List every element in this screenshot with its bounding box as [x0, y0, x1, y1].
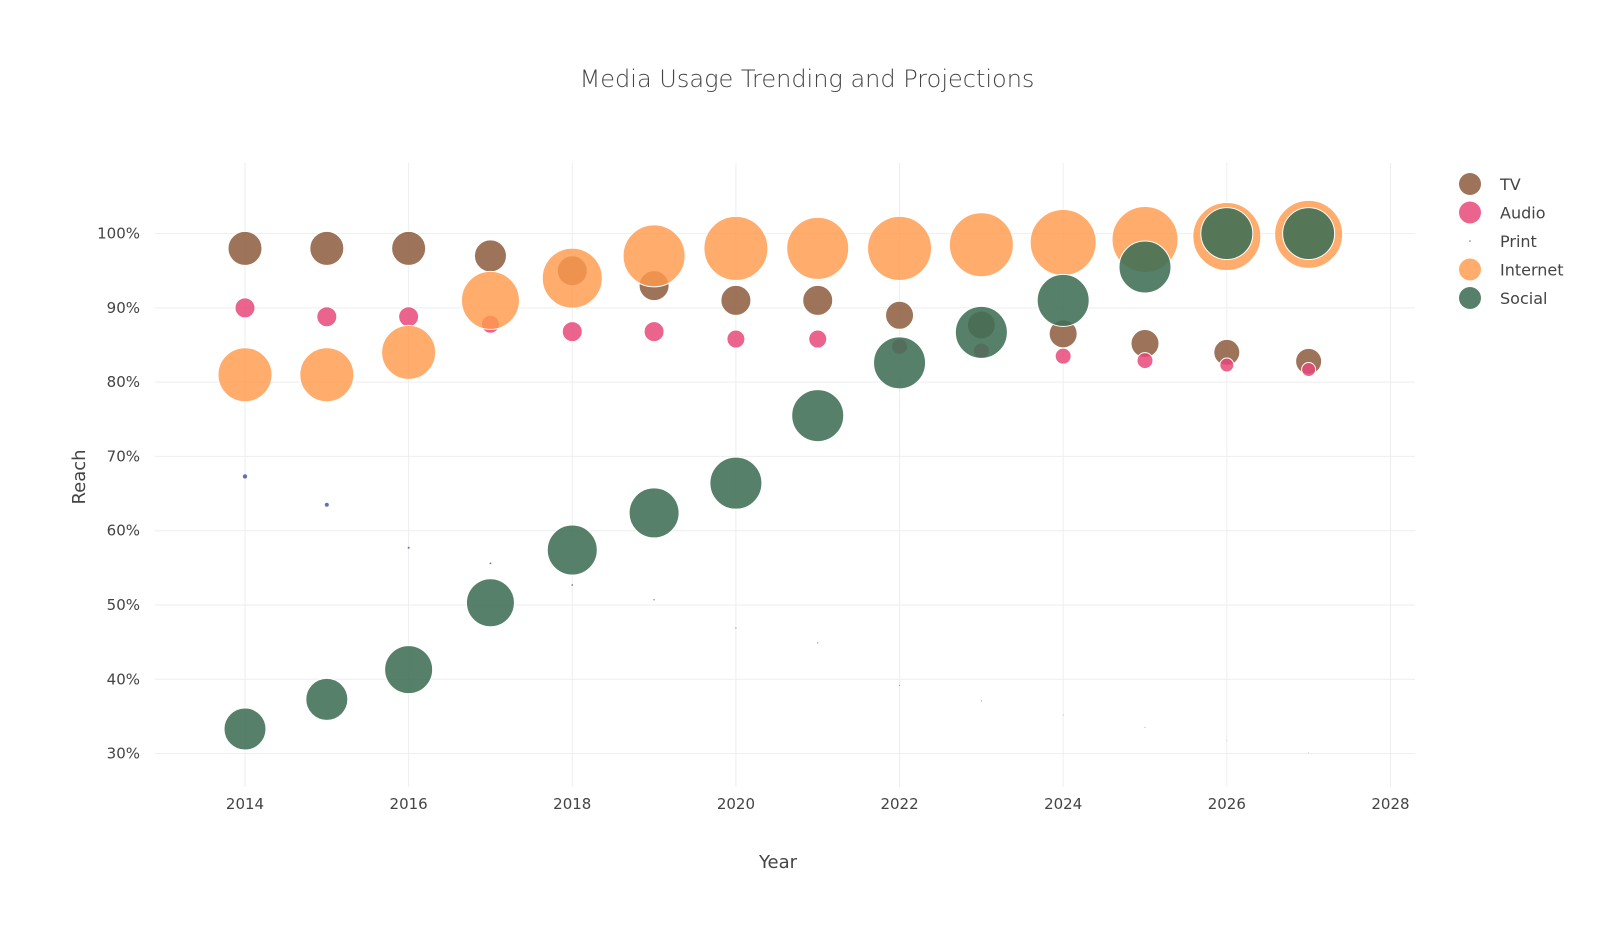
y-tick-label: 30% [107, 745, 140, 763]
legend-item-tv[interactable]: TV [1459, 173, 1521, 195]
legend-item-audio[interactable]: Audio [1459, 201, 1545, 224]
bubble-internet[interactable] [703, 215, 769, 281]
bubble-tv[interactable] [391, 230, 427, 266]
bubble-print[interactable] [324, 502, 329, 507]
bubble-print[interactable] [899, 684, 901, 686]
bubble-social[interactable] [791, 389, 845, 443]
x-tick-label: 2014 [226, 795, 264, 813]
x-tick-label: 2028 [1371, 795, 1409, 813]
bubble-audio[interactable] [726, 329, 746, 349]
bubble-tv[interactable] [473, 239, 507, 273]
bubble-social[interactable] [546, 524, 598, 576]
bubble-internet[interactable] [622, 224, 686, 288]
bubble-social[interactable] [1036, 273, 1090, 327]
bubble-social[interactable] [709, 456, 763, 510]
x-tick-label: 2018 [553, 795, 591, 813]
bubble-social[interactable] [873, 336, 927, 390]
bubble-audio[interactable] [1301, 362, 1317, 378]
legend: TV Audio Print Internet Social [1459, 173, 1564, 309]
bubble-internet[interactable] [1029, 208, 1097, 276]
bubble-social[interactable] [628, 487, 680, 539]
bubble-social[interactable] [305, 677, 349, 721]
bubble-print[interactable] [571, 584, 574, 586]
bubble-internet[interactable] [948, 212, 1014, 278]
bubble-internet[interactable] [460, 270, 520, 330]
chart-title: Media Usage Trending and Projections [580, 65, 1035, 93]
bubble-print[interactable] [653, 599, 655, 601]
bubble-tv[interactable] [720, 284, 752, 316]
legend-item-social[interactable]: Social [1459, 287, 1547, 309]
y-tick-label: 70% [107, 447, 140, 465]
legend-label: Print [1500, 232, 1537, 251]
bubble-tv[interactable] [885, 300, 915, 330]
bubble-tv[interactable] [309, 230, 345, 266]
legend-item-internet[interactable]: Internet [1459, 258, 1564, 281]
bubble-internet[interactable] [541, 247, 603, 309]
bubble-print[interactable] [407, 546, 410, 549]
bubble-print[interactable] [980, 700, 982, 702]
bubble-social[interactable] [1118, 240, 1172, 294]
y-axis-title: Reach [69, 449, 90, 504]
bubble-tv[interactable] [802, 284, 834, 316]
x-tick-label: 2020 [717, 795, 755, 813]
bubble-print[interactable] [735, 627, 737, 629]
bubble-internet[interactable] [299, 347, 355, 403]
bubble-print[interactable] [1144, 727, 1146, 728]
bubble-social[interactable] [954, 305, 1008, 359]
legend-item-print[interactable]: Print [1469, 232, 1537, 251]
bubble-print[interactable] [489, 562, 492, 565]
x-axis-ticks: 2014 2016 2018 2020 2022 2024 2026 2028 [226, 795, 1410, 813]
legend-marker [1459, 258, 1481, 281]
y-tick-label: 100% [97, 225, 140, 243]
x-tick-label: 2024 [1044, 795, 1082, 813]
legend-marker [1459, 287, 1481, 309]
x-tick-label: 2022 [880, 795, 918, 813]
x-tick-label: 2026 [1208, 795, 1246, 813]
y-tick-label: 40% [107, 670, 140, 688]
y-tick-label: 90% [107, 299, 140, 317]
bubble-audio[interactable] [1136, 352, 1154, 370]
x-axis-title: Year [758, 852, 798, 873]
y-axis-ticks: 30% 40% 50% 60% 70% 80% 90% 100% [97, 225, 140, 763]
plot-area [217, 199, 1344, 754]
x-tick-label: 2016 [390, 795, 428, 813]
bubble-tv[interactable] [227, 230, 263, 266]
bubble-social[interactable] [1282, 207, 1336, 261]
bubble-internet[interactable] [381, 324, 437, 380]
bubble-audio[interactable] [1219, 357, 1235, 373]
bubble-internet[interactable] [217, 347, 273, 403]
bubble-print[interactable] [1226, 739, 1228, 741]
bubble-audio[interactable] [643, 321, 665, 343]
bubble-audio[interactable] [398, 306, 420, 328]
legend-label: Social [1500, 289, 1547, 308]
legend-label: TV [1499, 175, 1521, 194]
bubble-social[interactable] [1200, 207, 1254, 261]
bubble-print[interactable] [242, 474, 248, 479]
bubble-audio[interactable] [316, 306, 338, 328]
y-tick-label: 80% [107, 373, 140, 391]
bubble-internet[interactable] [786, 216, 850, 280]
bubble-audio[interactable] [561, 321, 583, 343]
y-tick-label: 60% [107, 522, 140, 540]
bubble-print[interactable] [817, 642, 819, 644]
series-internet [217, 199, 1344, 403]
legend-marker [1469, 240, 1471, 242]
bubble-social[interactable] [465, 578, 515, 628]
legend-label: Audio [1500, 204, 1545, 223]
bubble-internet[interactable] [867, 215, 933, 281]
y-tick-label: 50% [107, 596, 140, 614]
bubble-social[interactable] [384, 645, 434, 695]
bubble-audio[interactable] [1054, 347, 1072, 365]
series-social [223, 207, 1336, 751]
legend-marker [1459, 173, 1481, 195]
legend-marker [1459, 201, 1481, 224]
bubble-social[interactable] [223, 707, 267, 751]
bubble-print[interactable] [1062, 714, 1064, 716]
legend-label: Internet [1500, 261, 1564, 280]
bubble-audio[interactable] [808, 329, 828, 349]
bubble-print[interactable] [1308, 752, 1309, 754]
series-print [242, 474, 1309, 754]
bubble-audio[interactable] [234, 297, 256, 319]
